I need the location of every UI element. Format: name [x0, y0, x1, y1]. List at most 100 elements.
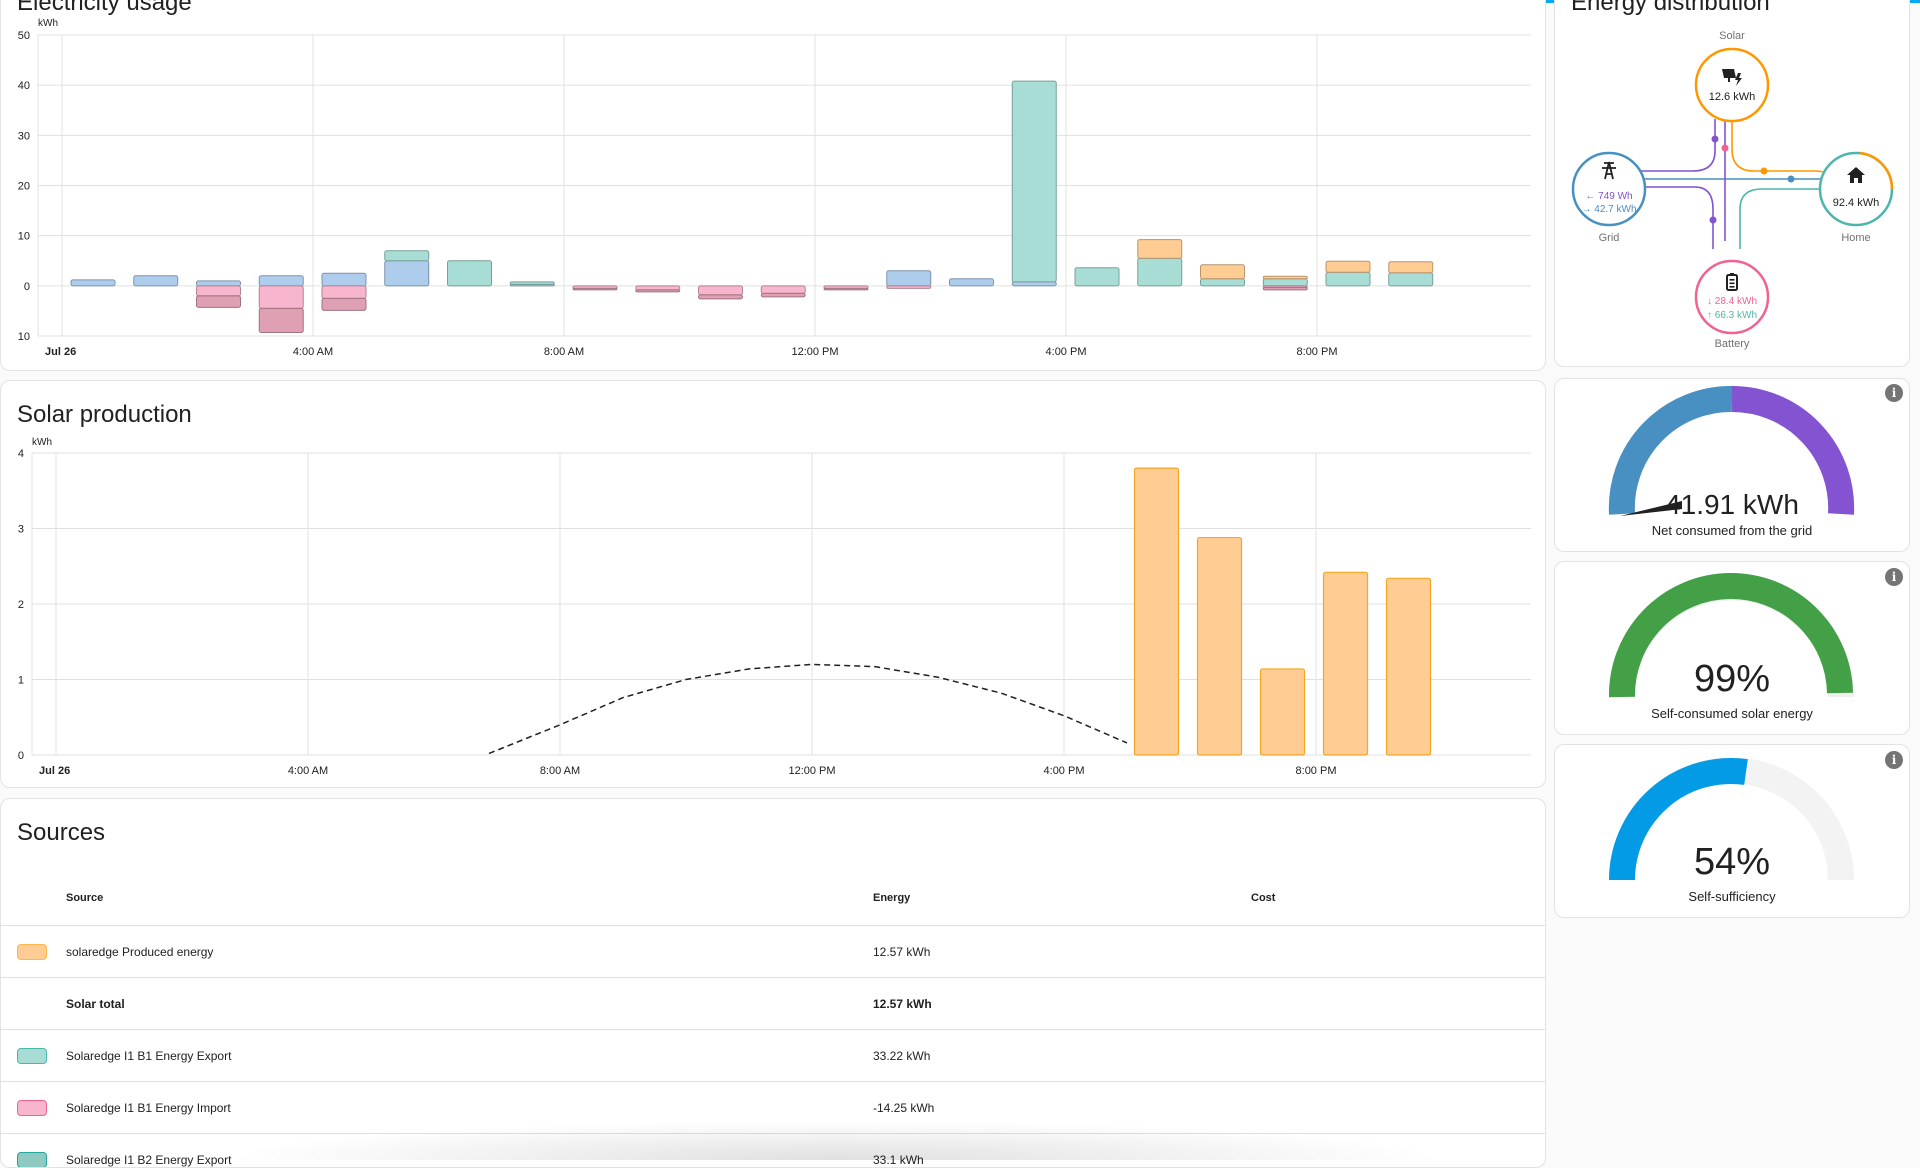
x-tick-label: Jul 26: [45, 346, 76, 358]
self-sufficiency-gauge-card: i 54% Self-sufficiency: [1554, 744, 1910, 918]
usage-bar: [1138, 258, 1182, 286]
x-tick-label: Jul 26: [39, 765, 70, 777]
y-unit-label: kWh: [38, 18, 58, 29]
usage-bar: [1326, 261, 1370, 272]
usage-bar: [636, 290, 680, 292]
source-cost: [1250, 1030, 1545, 1082]
energy-flow-diagram: Solar 12.6 kWh ← 749 Wh → 42.7 kWh Grid …: [1555, 0, 1910, 367]
usage-bar: [134, 276, 178, 286]
sources-title: Sources: [17, 819, 105, 847]
y-tick-label: 30: [18, 130, 30, 142]
usage-bar: [1389, 262, 1433, 273]
source-cost: [1250, 978, 1545, 1030]
battery-label: Battery: [1715, 338, 1750, 350]
usage-bar: [1389, 273, 1433, 286]
column-header-source: Source: [65, 871, 872, 926]
flow-battery-home: [1740, 189, 1827, 249]
source-energy: 12.57 kWh: [872, 978, 1250, 1030]
solar-node[interactable]: [1696, 49, 1768, 121]
usage-bar: [259, 286, 303, 309]
x-tick-label: 4:00 AM: [288, 765, 328, 777]
usage-bar: [197, 286, 241, 296]
solar-label: Solar: [1719, 30, 1745, 42]
y-tick-label: 3: [18, 524, 24, 536]
usage-bar: [448, 261, 492, 286]
usage-bar: [1138, 240, 1182, 259]
source-energy: 33.22 kWh: [872, 1030, 1250, 1082]
y-tick-label: 1: [18, 675, 24, 687]
gauge-value: 54%: [1555, 841, 1909, 884]
flow-dot: [1722, 145, 1729, 152]
y-tick-label: 0: [18, 750, 24, 762]
source-name: Solaredge I1 B1 Energy Export: [65, 1030, 872, 1082]
gauge-label: Net consumed from the grid: [1555, 523, 1909, 538]
solar-value: 12.6 kWh: [1709, 91, 1755, 103]
y-unit-label: kWh: [32, 437, 52, 448]
grid-export-value: → 42.7 kWh: [1581, 204, 1636, 215]
source-energy: 12.57 kWh: [872, 926, 1250, 978]
usage-bar: [1263, 276, 1307, 279]
usage-bar: [510, 282, 554, 285]
grid-gauge-card: i 41.91 kWh Net consumed from the grid: [1554, 378, 1910, 552]
energy-distribution-card: Energy distribution: [1554, 0, 1910, 367]
usage-bar: [71, 280, 115, 286]
y-tick-label: 10: [18, 231, 30, 243]
flow-dot: [1710, 217, 1717, 224]
usage-bar: [1075, 268, 1119, 286]
usage-bar: [1012, 81, 1056, 282]
gauge-value: 99%: [1555, 658, 1909, 701]
usage-bar: [259, 308, 303, 332]
column-header-cost: Cost: [1250, 871, 1545, 926]
x-tick-label: 4:00 PM: [1044, 765, 1085, 777]
usage-bar: [887, 286, 931, 289]
solar-bar: [1387, 578, 1431, 755]
scroll-shadow: [220, 1120, 1450, 1160]
source-color-swatch: [17, 1152, 47, 1168]
y-tick-label: 40: [18, 80, 30, 92]
usage-bar: [197, 296, 241, 308]
usage-bar: [761, 293, 805, 297]
usage-bar: [887, 271, 931, 286]
solar-bar: [1324, 572, 1368, 755]
usage-bar: [385, 251, 429, 261]
solar-bar: [1135, 468, 1179, 755]
y-tick-label: 20: [18, 181, 30, 193]
usage-bar: [1326, 272, 1370, 286]
solar-bar: [1198, 538, 1242, 755]
x-tick-label: 8:00 PM: [1296, 765, 1337, 777]
usage-bar: [699, 295, 743, 299]
gauge-label: Self-consumed solar energy: [1555, 706, 1909, 721]
source-cost: [1250, 926, 1545, 978]
usage-bar: [322, 286, 366, 299]
flow-solar-home: [1732, 119, 1827, 175]
source-name: solaredge Produced energy: [65, 926, 872, 978]
solar-forecast-line: [489, 664, 1127, 753]
grid-import-value: ← 749 Wh: [1585, 191, 1632, 202]
usage-bar: [824, 288, 868, 290]
usage-bar: [197, 281, 241, 286]
gauge-value: 41.91 kWh: [1555, 489, 1909, 521]
source-name: Solar total: [65, 978, 872, 1030]
flow-grid-battery: [1635, 187, 1713, 249]
source-color-swatch: [17, 1100, 47, 1116]
usage-bar: [1201, 279, 1245, 286]
flow-dot: [1761, 168, 1768, 175]
x-tick-label: 4:00 PM: [1046, 346, 1087, 358]
flow-dot: [1712, 136, 1719, 143]
usage-bar: [1263, 279, 1307, 286]
usage-bar: [385, 261, 429, 286]
self-consumed-gauge-card: i 99% Self-consumed solar energy: [1554, 561, 1910, 735]
y-tick-label: 10: [18, 331, 30, 343]
column-header-energy: Energy: [872, 871, 1250, 926]
usage-bar: [1012, 282, 1056, 286]
x-tick-label: 12:00 PM: [791, 346, 838, 358]
flow-dot: [1788, 176, 1795, 183]
battery-in-value: ↓ 28.4 kWh: [1707, 296, 1757, 307]
y-tick-label: 50: [18, 30, 30, 42]
